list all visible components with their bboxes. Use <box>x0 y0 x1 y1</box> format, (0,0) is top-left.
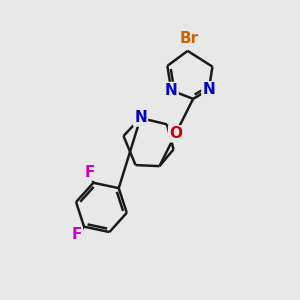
Text: F: F <box>71 227 82 242</box>
Text: N: N <box>202 82 215 97</box>
Text: N: N <box>165 83 178 98</box>
Text: O: O <box>169 126 182 141</box>
Text: F: F <box>85 165 95 180</box>
Text: N: N <box>134 110 147 125</box>
Text: Br: Br <box>180 31 199 46</box>
